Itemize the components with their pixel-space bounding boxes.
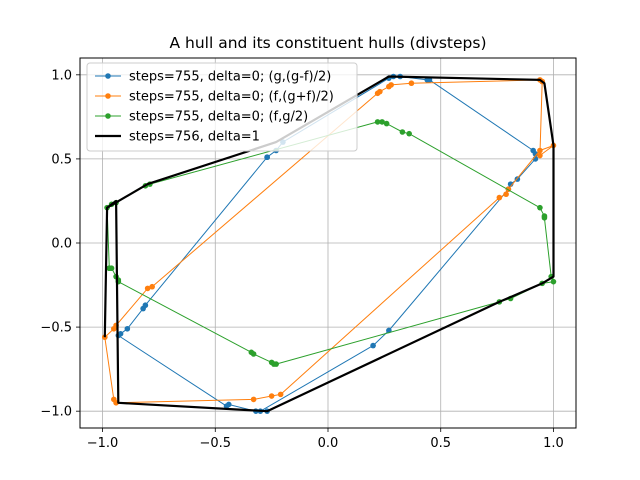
x-tick-label: 0.5 <box>430 436 451 451</box>
data-point <box>379 119 385 125</box>
data-point <box>370 342 376 349</box>
ticks: −1.0 −0.5 0.0 0.5 1.0 −1.0 −0.5 0.0 0.5 1.0 <box>40 68 563 451</box>
legend: steps=755, delta=0; (g,(g-f)/2) steps=755… <box>86 62 358 152</box>
data-point <box>277 391 284 398</box>
series-line <box>103 75 555 413</box>
data-point <box>273 361 279 367</box>
chart-title: A hull and its constituent hulls (divste… <box>169 34 486 52</box>
legend-label: steps=756, delta=1 <box>129 130 260 145</box>
data-point <box>374 119 381 125</box>
legend-marker <box>105 73 111 79</box>
y-tick-label: −0.5 <box>40 321 72 336</box>
legend-item: steps=756, delta=1 <box>95 130 260 145</box>
data-point <box>537 204 543 211</box>
data-point <box>406 130 412 137</box>
legend-box <box>86 62 358 152</box>
data-point <box>124 325 131 332</box>
data-point <box>106 265 113 272</box>
data-point <box>250 351 257 357</box>
legend-label: steps=755, delta=0; (f,(g+f)/2) <box>129 90 334 105</box>
data-point <box>223 403 230 409</box>
data-point <box>537 147 543 154</box>
x-tick-label: 0.0 <box>318 436 339 451</box>
data-point <box>388 82 394 88</box>
data-point <box>503 191 509 198</box>
y-tick-label: −1.0 <box>40 405 72 420</box>
series-group <box>102 73 557 414</box>
legend-item: steps=755, delta=0; (g,(g-f)/2) <box>95 70 331 85</box>
data-point <box>399 129 406 135</box>
data-point <box>532 151 539 157</box>
data-point <box>268 393 275 399</box>
data-point <box>541 213 548 219</box>
legend-item: steps=755, delta=0; (f,g/2) <box>95 110 308 125</box>
data-point <box>142 302 149 309</box>
series-4 <box>103 75 555 413</box>
data-point <box>149 283 155 290</box>
x-tick-label: 1.0 <box>543 436 564 451</box>
data-point <box>496 194 503 201</box>
y-tick-label: 1.0 <box>51 68 72 83</box>
data-point <box>408 80 415 87</box>
legend-marker <box>105 113 111 119</box>
data-point <box>377 88 383 95</box>
y-tick-label: 0.5 <box>51 152 72 167</box>
x-tick-label: −0.5 <box>199 436 231 451</box>
data-point <box>264 154 270 161</box>
data-point <box>537 152 543 159</box>
legend-label: steps=755, delta=0; (g,(g-f)/2) <box>129 70 331 85</box>
data-point <box>144 285 151 292</box>
legend-item: steps=755, delta=0; (f,(g+f)/2) <box>95 90 334 105</box>
legend-marker <box>105 93 111 99</box>
y-tick-label: 0.0 <box>51 237 72 252</box>
data-point <box>250 396 257 403</box>
legend-label: steps=755, delta=0; (f,g/2) <box>129 110 308 125</box>
x-tick-label: −1.0 <box>87 436 119 451</box>
data-point <box>117 331 124 337</box>
data-point <box>111 396 117 403</box>
data-point <box>550 278 557 285</box>
data-point <box>383 120 390 127</box>
